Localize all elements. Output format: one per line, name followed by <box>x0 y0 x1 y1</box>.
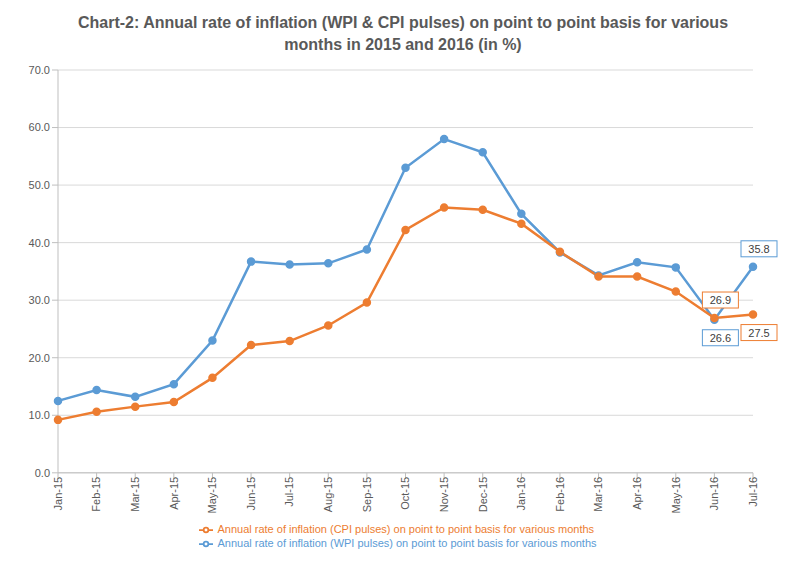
svg-text:35.8: 35.8 <box>748 243 769 255</box>
svg-text:50.0: 50.0 <box>29 179 50 191</box>
svg-text:Aug-15: Aug-15 <box>322 477 334 512</box>
svg-text:Mar-16: Mar-16 <box>592 477 604 512</box>
svg-text:60.0: 60.0 <box>29 121 50 133</box>
svg-text:Feb-15: Feb-15 <box>90 477 102 512</box>
svg-text:Jun-15: Jun-15 <box>245 477 257 511</box>
svg-text:May-15: May-15 <box>206 477 218 514</box>
svg-text:27.5: 27.5 <box>748 327 769 339</box>
svg-text:70.0: 70.0 <box>29 64 50 76</box>
html-text:Annual rate of inflation (WPI: Annual rate of inflation (WPI pulses) on… <box>217 536 597 549</box>
svg-text:26.6: 26.6 <box>710 332 731 344</box>
svg-text:Dec-15: Dec-15 <box>477 477 489 512</box>
html-text:Annual rate of inflation (CPI: Annual rate of inflation (CPI pulses) on… <box>217 522 595 535</box>
svg-text:26.9: 26.9 <box>710 294 731 306</box>
svg-text:Jul-16: Jul-16 <box>747 477 759 507</box>
svg-text:Jan-16: Jan-16 <box>515 477 527 511</box>
svg-text:Apr-16: Apr-16 <box>631 477 643 510</box>
svg-text:Mar-15: Mar-15 <box>129 477 141 512</box>
svg-text:20.0: 20.0 <box>29 352 50 364</box>
html-text:Chart-2: Annual rate of inflat: Chart-2: Annual rate of inflation (WPI &… <box>78 14 728 53</box>
svg-text:10.0: 10.0 <box>29 409 50 421</box>
svg-text:Nov-15: Nov-15 <box>438 477 450 512</box>
svg-text:May-16: May-16 <box>670 477 682 514</box>
svg-text:Apr-15: Apr-15 <box>168 477 180 510</box>
svg-text:Jul-15: Jul-15 <box>283 477 295 507</box>
svg-text:Oct-15: Oct-15 <box>399 477 411 510</box>
svg-text:40.0: 40.0 <box>29 237 50 249</box>
svg-text:Sep-15: Sep-15 <box>361 477 373 512</box>
svg-text:30.0: 30.0 <box>29 294 50 306</box>
svg-text:Feb-16: Feb-16 <box>554 477 566 512</box>
svg-text:Jun-16: Jun-16 <box>708 477 720 511</box>
svg-text:Jan-15: Jan-15 <box>52 477 64 511</box>
svg-text:0.0: 0.0 <box>35 467 50 479</box>
